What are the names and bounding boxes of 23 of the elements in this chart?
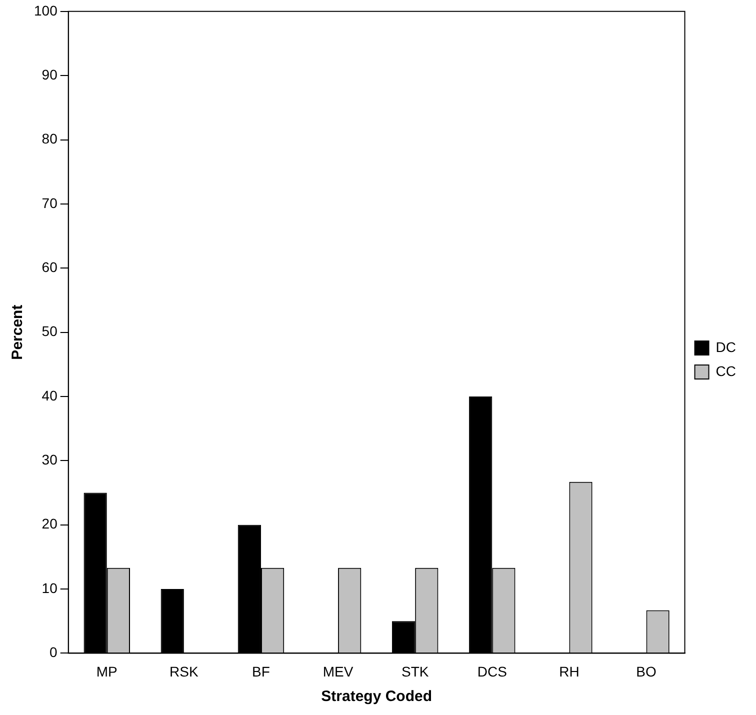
y-tick-label: 20: [42, 516, 58, 532]
x-tick-label: BF: [252, 663, 270, 680]
y-tick-label: 100: [34, 2, 58, 18]
x-tick-label: MEV: [322, 663, 354, 680]
legend-label: CC: [716, 362, 736, 379]
y-tick-label: 30: [42, 452, 58, 468]
x-tick-label: MP: [96, 663, 118, 680]
y-tick-label: 80: [42, 130, 58, 147]
x-tick-label: BO: [636, 663, 656, 680]
y-tick-label: 0: [50, 644, 58, 660]
legend-label: DC: [716, 338, 736, 355]
x-tick-label: DCS: [477, 663, 507, 680]
y-tick-label: 10: [42, 580, 58, 596]
y-tick-label: 60: [42, 258, 58, 275]
y-tick-label: 50: [42, 323, 58, 340]
y-tick-label: 40: [42, 387, 58, 404]
x-tick-label: RSK: [170, 663, 199, 680]
y-tick-label: 90: [42, 66, 58, 82]
x-axis-title: Strategy Coded: [321, 688, 432, 706]
y-tick-label: 70: [42, 194, 58, 211]
y-axis-title: Percent: [9, 304, 26, 360]
x-tick-label: RH: [559, 663, 580, 680]
x-tick-label: STK: [401, 663, 430, 680]
